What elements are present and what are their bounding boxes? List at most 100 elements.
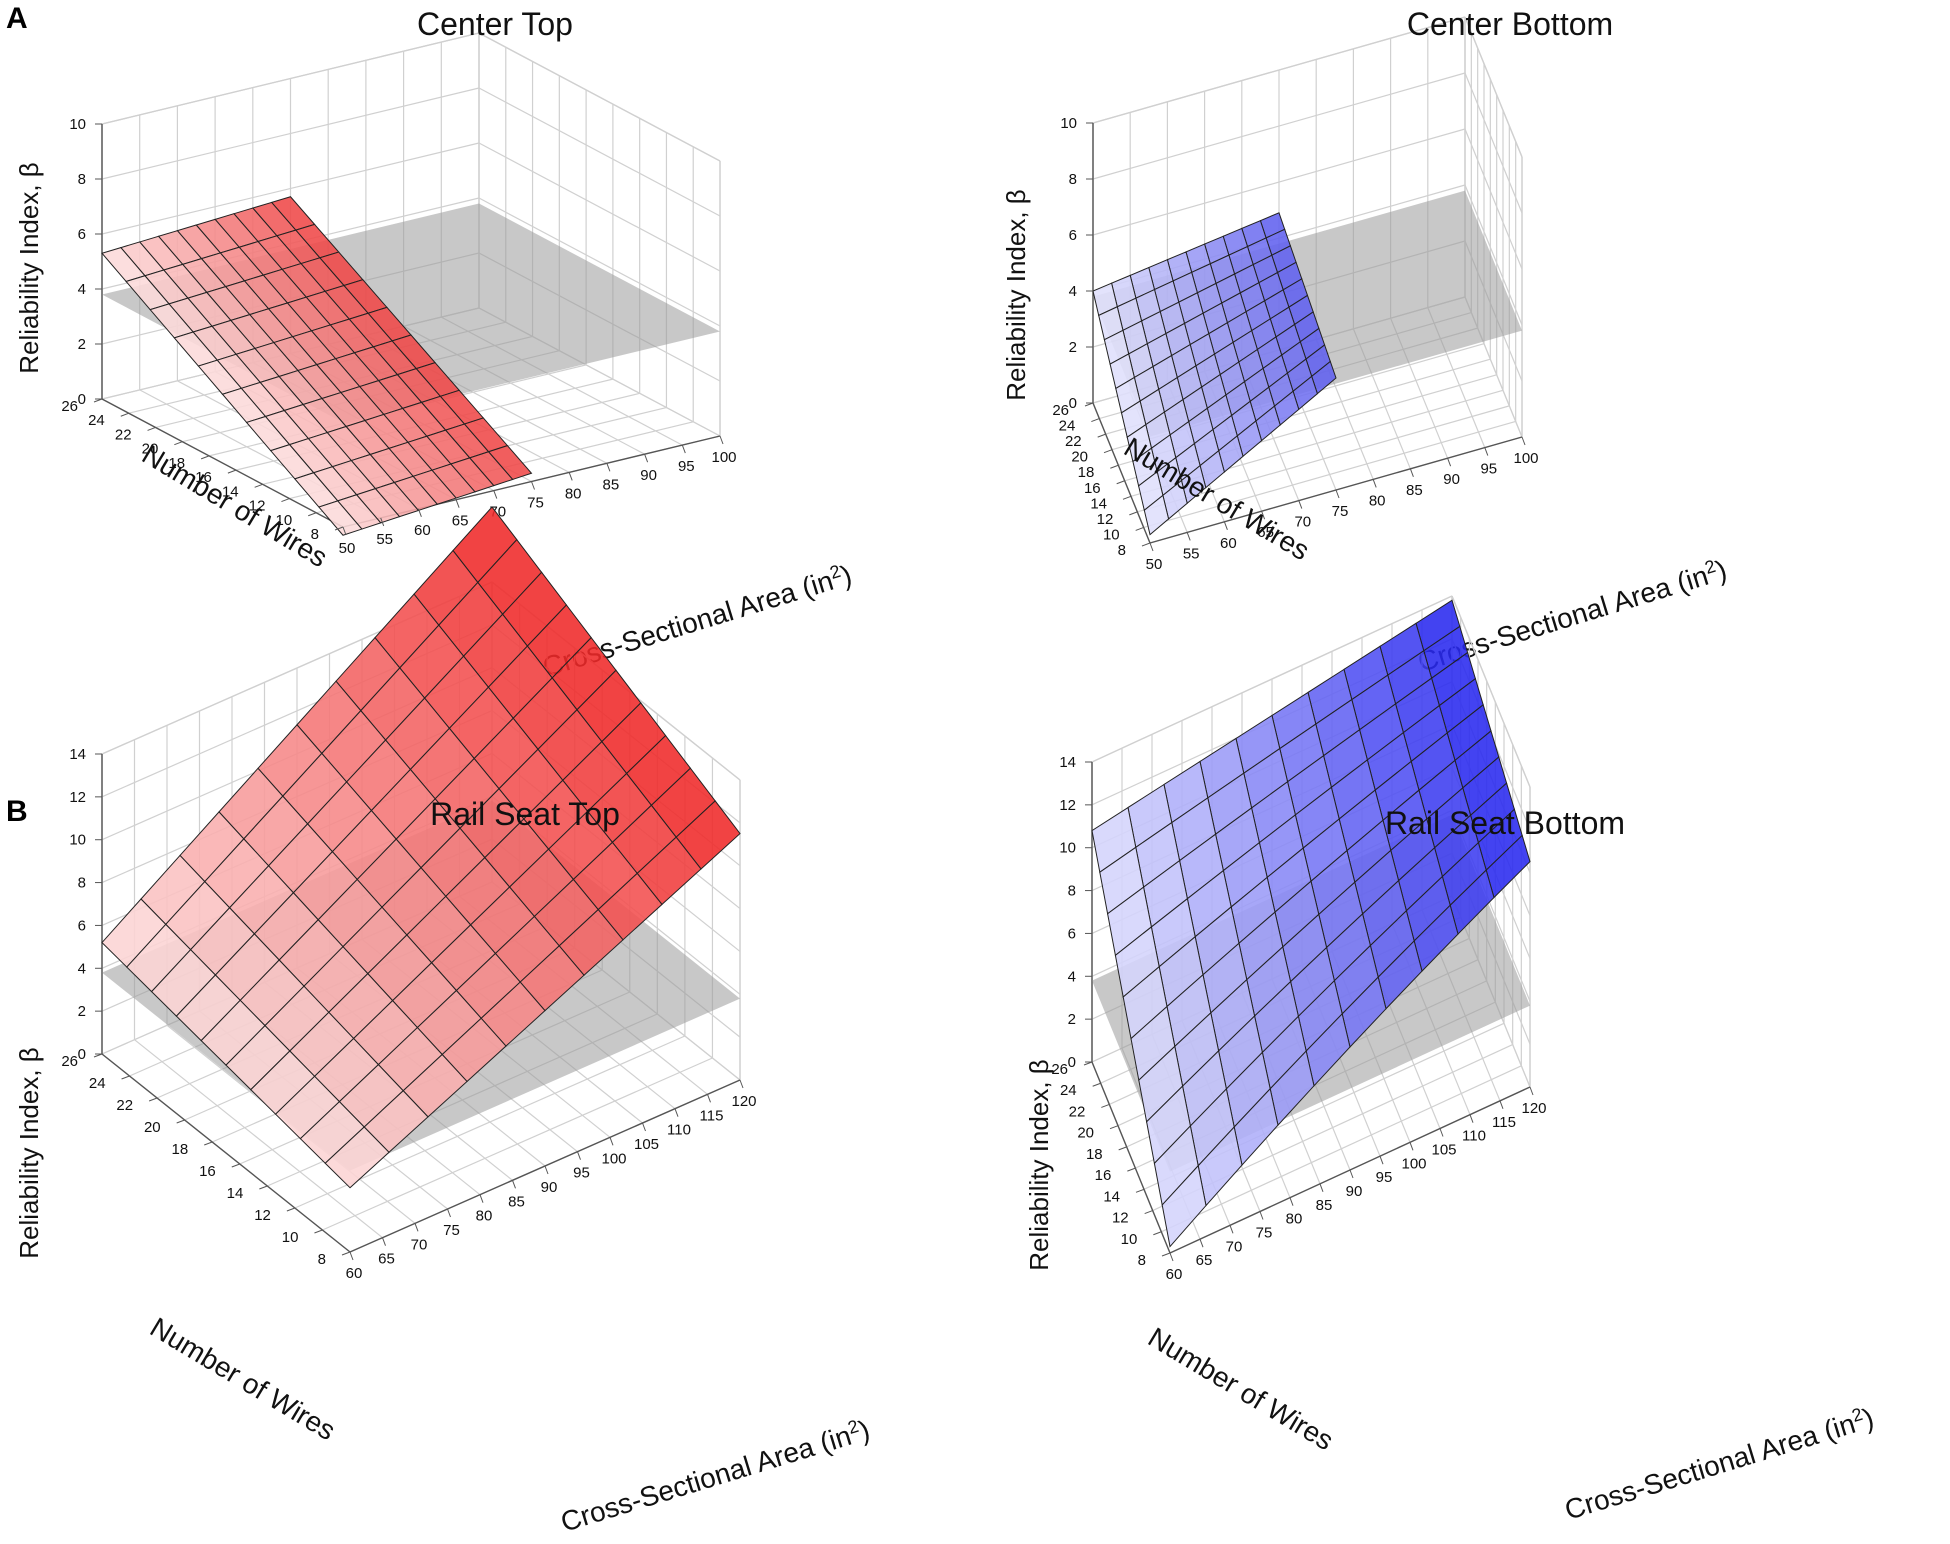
surface	[101, 196, 533, 536]
y-tick-label: 14	[227, 1185, 244, 1202]
x-tick	[414, 1223, 419, 1232]
y-tick	[286, 1207, 296, 1212]
y-tick-label: 26	[1052, 402, 1069, 419]
x-tick	[642, 1122, 646, 1132]
chart-center-bottom: 0246810810121416182022242650556065707580…	[1001, 6, 1730, 678]
x-tick-label: 65	[452, 513, 469, 530]
tick-labels: 0246810121481012141618202224266065707580…	[61, 746, 756, 1282]
z-axis-label: Reliability Index, β	[14, 1047, 44, 1259]
y-axis-line	[101, 1053, 351, 1253]
y-tick-label: 20	[1077, 1125, 1094, 1142]
z-tick-label: 14	[1059, 754, 1076, 771]
x-tick	[447, 1208, 451, 1218]
z-tick-label: 0	[78, 391, 86, 408]
x-tick	[1379, 1155, 1384, 1165]
z-tick-label: 10	[1060, 115, 1077, 132]
x-axis-label-text: Cross-Sectional Area (in	[1561, 1408, 1859, 1526]
x-tick	[1409, 1142, 1414, 1151]
y-tick	[1141, 542, 1151, 547]
x-tick	[568, 472, 573, 481]
y-tick	[1153, 1231, 1162, 1236]
x-axis-label-text: Cross-Sectional Area (in	[557, 1420, 855, 1538]
z-tick-label: 2	[78, 1003, 86, 1020]
y-tick	[1101, 1103, 1110, 1108]
y-tick-label: 14	[1103, 1188, 1120, 1205]
z-axis-label: Reliability Index, β	[14, 162, 44, 374]
tick-labels: 0246810810121416182022242650556065707580…	[1052, 115, 1538, 573]
y-tick-label: 20	[1071, 449, 1088, 466]
tick-labels: 0246810810121416182022242650556065707580…	[61, 116, 736, 557]
y-tick-label: 10	[282, 1229, 299, 1246]
x-tick-label: 90	[541, 1179, 558, 1196]
y-tick-label: 8	[1118, 542, 1126, 559]
y-tick	[281, 498, 290, 503]
y-tick-label: 14	[222, 483, 239, 500]
x-tick	[739, 1079, 744, 1089]
x-tick	[644, 454, 649, 463]
y-tick-label: 8	[1138, 1252, 1146, 1269]
y-axis-line	[101, 398, 344, 528]
wall-gridline	[1092, 128, 1466, 236]
y-tick	[1083, 1061, 1093, 1066]
box-edge	[1091, 595, 1453, 763]
x-tick	[493, 490, 498, 499]
y-tick-label: 16	[1084, 480, 1101, 497]
x-tick	[1319, 1183, 1324, 1193]
x-tick	[1186, 532, 1191, 541]
z-tick-label: 4	[78, 960, 86, 977]
x-tick-label: 70	[411, 1236, 428, 1253]
y-tick-label: 18	[168, 455, 185, 472]
x-tick-label: 90	[1346, 1183, 1363, 1200]
chart-rail-seat-top: 0246810121481012141618202224266065707580…	[14, 506, 873, 1538]
x-tick-label: 95	[1480, 461, 1497, 478]
x-tick-label: 60	[1166, 1266, 1183, 1283]
x-tick-label: 50	[339, 540, 356, 557]
y-tick	[93, 398, 103, 403]
y-tick-label: 26	[61, 398, 78, 415]
y-tick	[121, 1075, 130, 1080]
y-tick	[200, 455, 210, 460]
floor-gridline	[322, 1057, 713, 1231]
y-tick-label: 24	[1060, 1082, 1077, 1099]
y-axis-label: Number of Wires	[145, 1311, 341, 1446]
x-tick-label: 65	[378, 1251, 395, 1268]
x-tick	[609, 1137, 614, 1146]
x-tick-label: 60	[414, 522, 431, 539]
z-tick-label: 8	[1069, 171, 1077, 188]
x-tick-label: 75	[1256, 1225, 1273, 1242]
y-tick-label: 24	[1059, 418, 1076, 435]
x-tick-label: 85	[508, 1193, 525, 1210]
x-tick	[349, 1251, 354, 1261]
floor-gridline	[1161, 1065, 1522, 1233]
y-tick-label: 24	[88, 412, 105, 429]
x-tick-label: 120	[731, 1093, 756, 1110]
y-tick	[1161, 1252, 1171, 1257]
panel-label-a: A	[6, 2, 28, 35]
x-tick	[455, 499, 460, 508]
x-tick-label: 95	[678, 458, 695, 475]
z-tick-label: 8	[1068, 883, 1076, 900]
x-tick	[531, 481, 535, 490]
box-edge	[1092, 16, 1466, 124]
surface	[1092, 212, 1337, 536]
surface-cell	[1161, 1164, 1207, 1248]
x-tick-label: 70	[1294, 514, 1311, 531]
z-axis-label: Reliability Index, β	[1024, 1059, 1054, 1271]
y-tick-label: 26	[61, 1053, 78, 1070]
y-tick	[1097, 433, 1106, 438]
x-tick	[674, 1108, 679, 1117]
x-tick-label: 60	[346, 1265, 363, 1282]
x-tick	[1469, 1114, 1474, 1123]
y-tick-label: 16	[195, 469, 212, 486]
y-tick-label: 16	[1095, 1167, 1112, 1184]
z-tick-label: 12	[69, 789, 86, 806]
floor-gridline	[134, 1039, 383, 1239]
x-tick-label: 80	[565, 485, 582, 502]
y-tick-label: 26	[1051, 1061, 1068, 1078]
x-tick	[1261, 511, 1266, 520]
y-tick-label: 10	[1103, 526, 1120, 543]
chart-title: Rail Seat Bottom	[1385, 805, 1625, 841]
x-tick-label: 100	[1513, 450, 1538, 467]
x-tick	[606, 463, 611, 472]
x-tick	[1223, 521, 1228, 530]
